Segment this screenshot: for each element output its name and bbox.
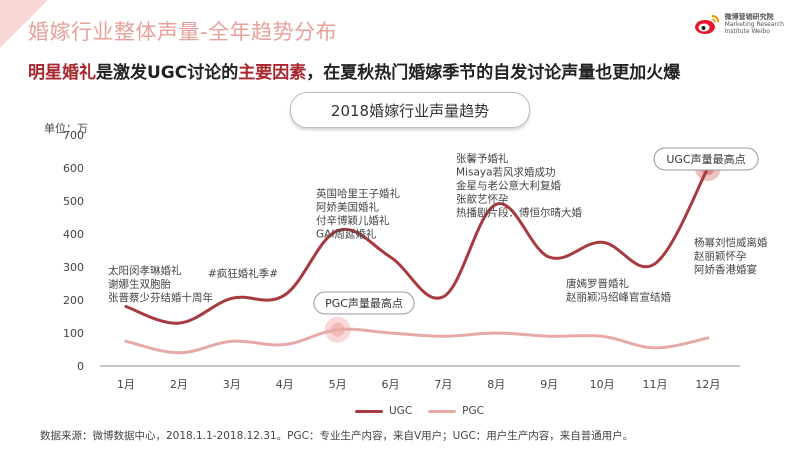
pgc-point [653,346,657,350]
event-annotation-line: 阿娇香港婚宴 [694,263,757,276]
ugc-point [177,321,181,325]
ugc-point [600,241,604,244]
pgc-point [336,328,339,331]
page-title: 婚嫁行业整体声量-全年趋势分布 [28,20,338,44]
y-tick-label: 600 [63,162,84,175]
y-tick-label: 200 [63,294,84,307]
event-annotation-line: 付辛博颖儿婚礼 [316,214,390,227]
ugc-point [336,229,339,232]
event-annotation-line: 唐嫣罗晋婚礼 [566,277,629,290]
y-tick-label: 0 [77,360,84,373]
ugc-point [495,203,498,206]
event-annotation-line: 阿娇美国婚礼 [316,201,379,214]
x-tick-label: 4月 [276,378,294,391]
corner-decoration [0,0,48,48]
pgc-point [177,351,181,354]
pgc-point [230,340,233,343]
pgc-point [124,340,128,343]
event-annotation-line: 张歆艺怀孕 [456,193,509,206]
event-annotation-line: 热播剧片段：傅恒尔晴大婚 [456,206,582,219]
x-tick-label: 8月 [487,378,505,391]
pgc-peak-callout-box [313,291,415,315]
pgc-peak-callout-text: PGC声量最高点 [325,296,403,310]
event-annotation-line: 张晋蔡少芬结婚十周年 [108,291,213,304]
ugc-point [389,255,392,259]
event-annotation-line: GAI周延婚礼 [316,228,377,241]
event-annotation-line: 张馨予婚礼 [456,152,509,165]
ugc-point [442,295,445,298]
ugc-point [124,305,128,308]
unit-label: 单位：万 [44,122,88,135]
ugc-point [230,297,233,300]
event-annotation-line: 太阳闵孝琳婚礼 [108,264,182,277]
x-tick-label: 10月 [590,378,615,391]
event-annotation-line: 金星与老公意大利复婚 [456,179,561,192]
legend-label-pgc: PGC [462,405,484,417]
x-tick-label: 12月 [695,378,720,391]
brand-name-en-1: Marketing Research [724,20,784,28]
x-tick-label: 9月 [540,378,558,391]
brand-name-en-2: Institute Weibo [724,27,770,35]
pgc-point [442,335,445,338]
pgc-point [283,343,286,346]
brand-name-cn: 微博营销研究院 [724,12,774,21]
y-tick-label: 400 [63,228,84,241]
event-annotation-line: 赵丽颖怀孕 [694,250,747,263]
chart-legend: UGC PGC [355,405,500,417]
event-annotation-line: 英国哈里王子婚礼 [316,187,400,200]
pgc-point [495,331,498,335]
y-tick-label: 500 [63,195,84,208]
ugc-point [548,255,551,259]
headline-part-3: 主要因素 [238,63,307,83]
headline-part-1: 明星婚礼 [28,63,96,83]
legend-label-ugc: UGC [389,405,413,417]
y-tick-label: 700 [63,129,84,142]
legend-item-ugc: UGC [355,405,412,417]
ugc-peak-callout-text: UGC声量最高点 [666,152,745,166]
x-tick-label: 7月 [434,378,452,391]
weibo-logo-icon [694,15,719,34]
y-tick-label: 300 [63,261,84,274]
pgc-series-line [124,327,710,355]
x-tick-label: 5月 [329,378,347,391]
legend-item-pgc: PGC [428,405,484,417]
x-tick-label: 3月 [223,378,241,391]
x-tick-label: 1月 [117,378,135,391]
event-annotation-line: 杨幂刘恺威离婚 [694,236,768,249]
x-tick-label: 11月 [643,378,668,391]
pgc-point [600,335,604,338]
pgc-point [548,335,551,338]
headline-part-2: 是激发UGC讨论的 [96,63,239,83]
headline-part-4: ，在夏秋热门婚嫁季节的自发讨论声量也更加火爆 [306,63,681,83]
event-annotation-line: Misaya若风求婚成功 [456,166,556,179]
ugc-peak-callout-box [653,147,759,171]
x-tick-label: 2月 [170,378,188,391]
event-annotation-line: 谢娜生双胞胎 [108,278,171,291]
ugc-point [283,293,286,297]
event-annotation-line: 赵丽颖冯绍峰官宣结婚 [566,291,671,304]
ugc-point [653,262,657,265]
pgc-point [389,331,392,335]
event-annotation-line: #疯狂婚礼季# [208,267,278,280]
brand-logo-block: 微博营销研究院 Marketing Research Institute Wei… [693,12,784,36]
legend-swatch-ugc [355,409,383,413]
chart-title: 2018婚嫁行业声量趋势 [290,92,530,128]
data-source-note: 数据来源：微博数据中心，2018.1.1-2018.12.31。PGC：专业生产… [40,430,634,442]
x-tick-label: 6月 [382,378,400,391]
headline: 明星婚礼是激发UGC讨论的主要因素，在夏秋热门婚嫁季节的自发讨论声量也更加火爆 [28,58,680,83]
y-tick-label: 100 [63,327,84,340]
pgc-point [706,336,710,340]
legend-swatch-pgc [428,409,457,413]
